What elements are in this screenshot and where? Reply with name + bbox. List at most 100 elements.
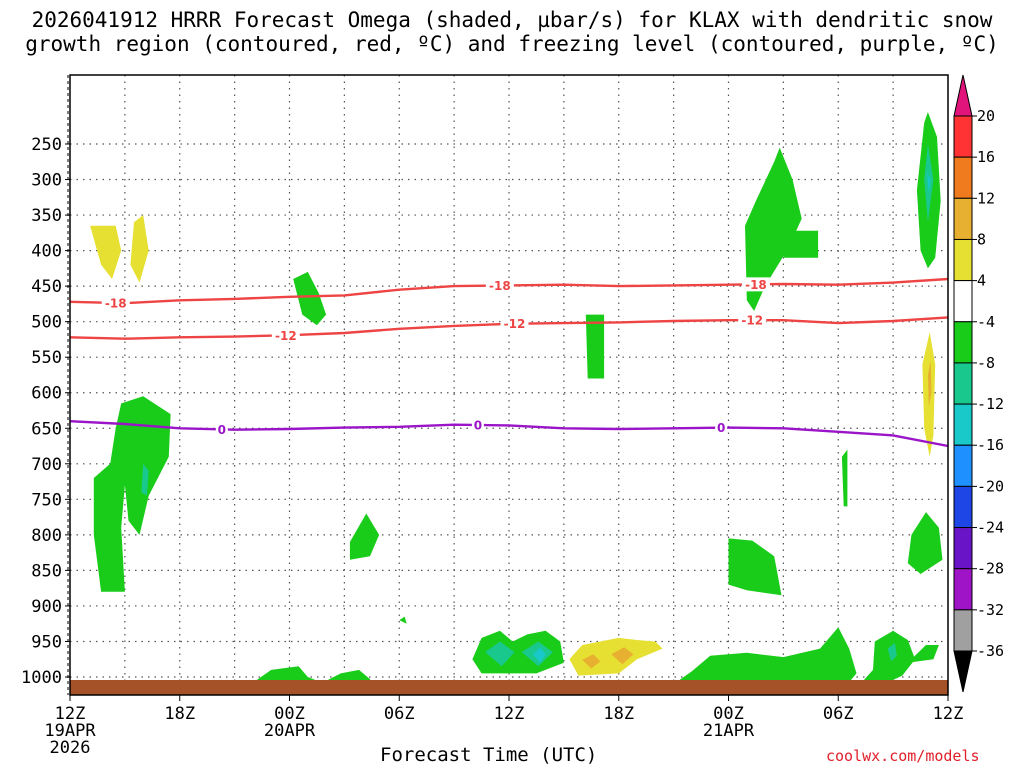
colorbar-top-arrow bbox=[953, 74, 973, 117]
colorbar-bin bbox=[953, 362, 973, 405]
ground-surface bbox=[70, 680, 948, 695]
omega-region bbox=[907, 645, 939, 663]
colorbar-bin bbox=[953, 156, 973, 199]
colorbar-tick-label: -28 bbox=[977, 560, 1004, 578]
contour-label-bg bbox=[485, 278, 514, 293]
x-tick-label: 12Z bbox=[494, 704, 525, 724]
colorbar-tick-label: 12 bbox=[977, 189, 995, 207]
credit-link[interactable]: coolwx.com/models bbox=[826, 747, 980, 765]
omega-region bbox=[90, 225, 122, 279]
omega-region bbox=[141, 463, 149, 496]
omega-region bbox=[841, 449, 848, 507]
omega-region bbox=[399, 616, 407, 624]
colorbar-bin bbox=[953, 444, 973, 487]
colorbar-bottom-arrow bbox=[953, 650, 973, 693]
omega-region bbox=[887, 642, 897, 662]
colorbar-tick-label: 16 bbox=[977, 148, 995, 166]
contour-label: 0 bbox=[218, 423, 226, 437]
contour-label-bg bbox=[471, 418, 484, 433]
y-tick-label: 500 bbox=[31, 313, 62, 333]
omega-region bbox=[130, 215, 149, 283]
x-tick-label: 18Z bbox=[164, 704, 195, 724]
contour-label-bg bbox=[101, 295, 130, 310]
contour-label: 0 bbox=[717, 421, 725, 435]
y-tick-label: 900 bbox=[31, 597, 62, 617]
x-tick-date: 19APR bbox=[44, 721, 96, 741]
x-tick-label: 06Z bbox=[823, 704, 854, 724]
x-tick-year: 2026 bbox=[50, 738, 91, 758]
omega-region bbox=[293, 271, 327, 326]
omega-region bbox=[673, 627, 857, 685]
contour-label: -18 bbox=[105, 296, 127, 310]
x-tick-label: 06Z bbox=[384, 704, 415, 724]
y-tick-label: 750 bbox=[31, 490, 62, 510]
chart-title-line-2: growth region (contoured, red, ºC) and f… bbox=[25, 32, 999, 56]
colorbar-tick-label: -4 bbox=[977, 313, 995, 331]
y-tick-label: 300 bbox=[31, 171, 62, 191]
colorbar-bin bbox=[953, 609, 973, 652]
contour-label-bg bbox=[215, 422, 228, 437]
omega-region bbox=[532, 647, 546, 663]
colorbar: 20 16 12 8 4 -4 -8 -12 -16 -20 -24 -28 -32 -36 bbox=[953, 74, 1004, 693]
contour-label-bg bbox=[738, 313, 767, 328]
omega-region bbox=[927, 172, 931, 194]
x-tick-label: 12Z bbox=[933, 704, 964, 724]
colorbar-tick-label: -16 bbox=[977, 436, 1004, 454]
omega-region bbox=[485, 641, 515, 667]
colorbar-bin bbox=[953, 238, 973, 282]
x-tick-label: 18Z bbox=[603, 704, 634, 724]
colorbar-bin bbox=[953, 403, 973, 446]
colorbar-bin bbox=[953, 280, 973, 323]
colorbar-tick-label: -12 bbox=[977, 395, 1004, 413]
colorbar-bin bbox=[953, 527, 973, 570]
y-tick-label: 700 bbox=[31, 455, 62, 475]
x-tick-label: 12Z bbox=[55, 704, 86, 724]
omega-region bbox=[745, 147, 802, 311]
colorbar-tick-label: -36 bbox=[977, 642, 1004, 660]
colorbar-tick-label: 4 bbox=[977, 272, 986, 290]
y-axis: 250 300 350 400 450 500 550 600 650 700 750 800 850 9… bbox=[21, 135, 70, 688]
contour-label-bg bbox=[500, 316, 529, 331]
colorbar-bin bbox=[953, 321, 973, 364]
omega-region bbox=[611, 647, 634, 665]
plot-background bbox=[70, 75, 948, 695]
colorbar-tick-label: -20 bbox=[977, 477, 1004, 495]
x-tick-label: 00Z bbox=[274, 704, 305, 724]
x-tick-date: 20APR bbox=[264, 721, 316, 741]
contour-label: -12 bbox=[504, 317, 526, 331]
y-tick-label: 1000 bbox=[21, 668, 62, 688]
contour-label: -12 bbox=[741, 314, 763, 328]
colorbar-tick-label: -32 bbox=[977, 601, 1004, 619]
contour-label: -18 bbox=[489, 279, 511, 293]
x-axis-label: Forecast Time (UTC) bbox=[380, 744, 598, 766]
y-tick-label: 400 bbox=[31, 242, 62, 262]
omega-region bbox=[907, 512, 943, 574]
colorbar-tick-label: 8 bbox=[977, 230, 986, 248]
y-tick-label: 350 bbox=[31, 206, 62, 226]
x-tick-date: 21APR bbox=[703, 721, 755, 741]
contour-label-bg bbox=[271, 328, 300, 343]
y-tick-label: 250 bbox=[31, 135, 62, 155]
y-tick-label: 550 bbox=[31, 348, 62, 368]
colorbar-tick-label: -8 bbox=[977, 354, 995, 372]
colorbar-tick-label: -24 bbox=[977, 519, 1004, 537]
y-tick-label: 600 bbox=[31, 384, 62, 404]
y-tick-label: 800 bbox=[31, 526, 62, 546]
chart-title-line-1: 2026041912 HRRR Forecast Omega (shaded, … bbox=[31, 8, 993, 32]
colorbar-bin bbox=[953, 568, 973, 611]
y-tick-label: 850 bbox=[31, 561, 62, 581]
contour-label: -12 bbox=[275, 329, 297, 343]
omega-region bbox=[582, 654, 601, 669]
colorbar-bin bbox=[953, 197, 973, 240]
omega-region bbox=[585, 314, 605, 379]
colorbar-tick-label: 20 bbox=[977, 107, 995, 125]
colorbar-bin bbox=[953, 115, 973, 158]
colorbar-bin bbox=[953, 485, 973, 529]
omega-region bbox=[349, 513, 380, 560]
contour-label-bg bbox=[715, 420, 728, 435]
omega-region bbox=[728, 538, 782, 596]
y-tick-label: 950 bbox=[31, 632, 62, 652]
contour-label: -18 bbox=[745, 278, 767, 292]
